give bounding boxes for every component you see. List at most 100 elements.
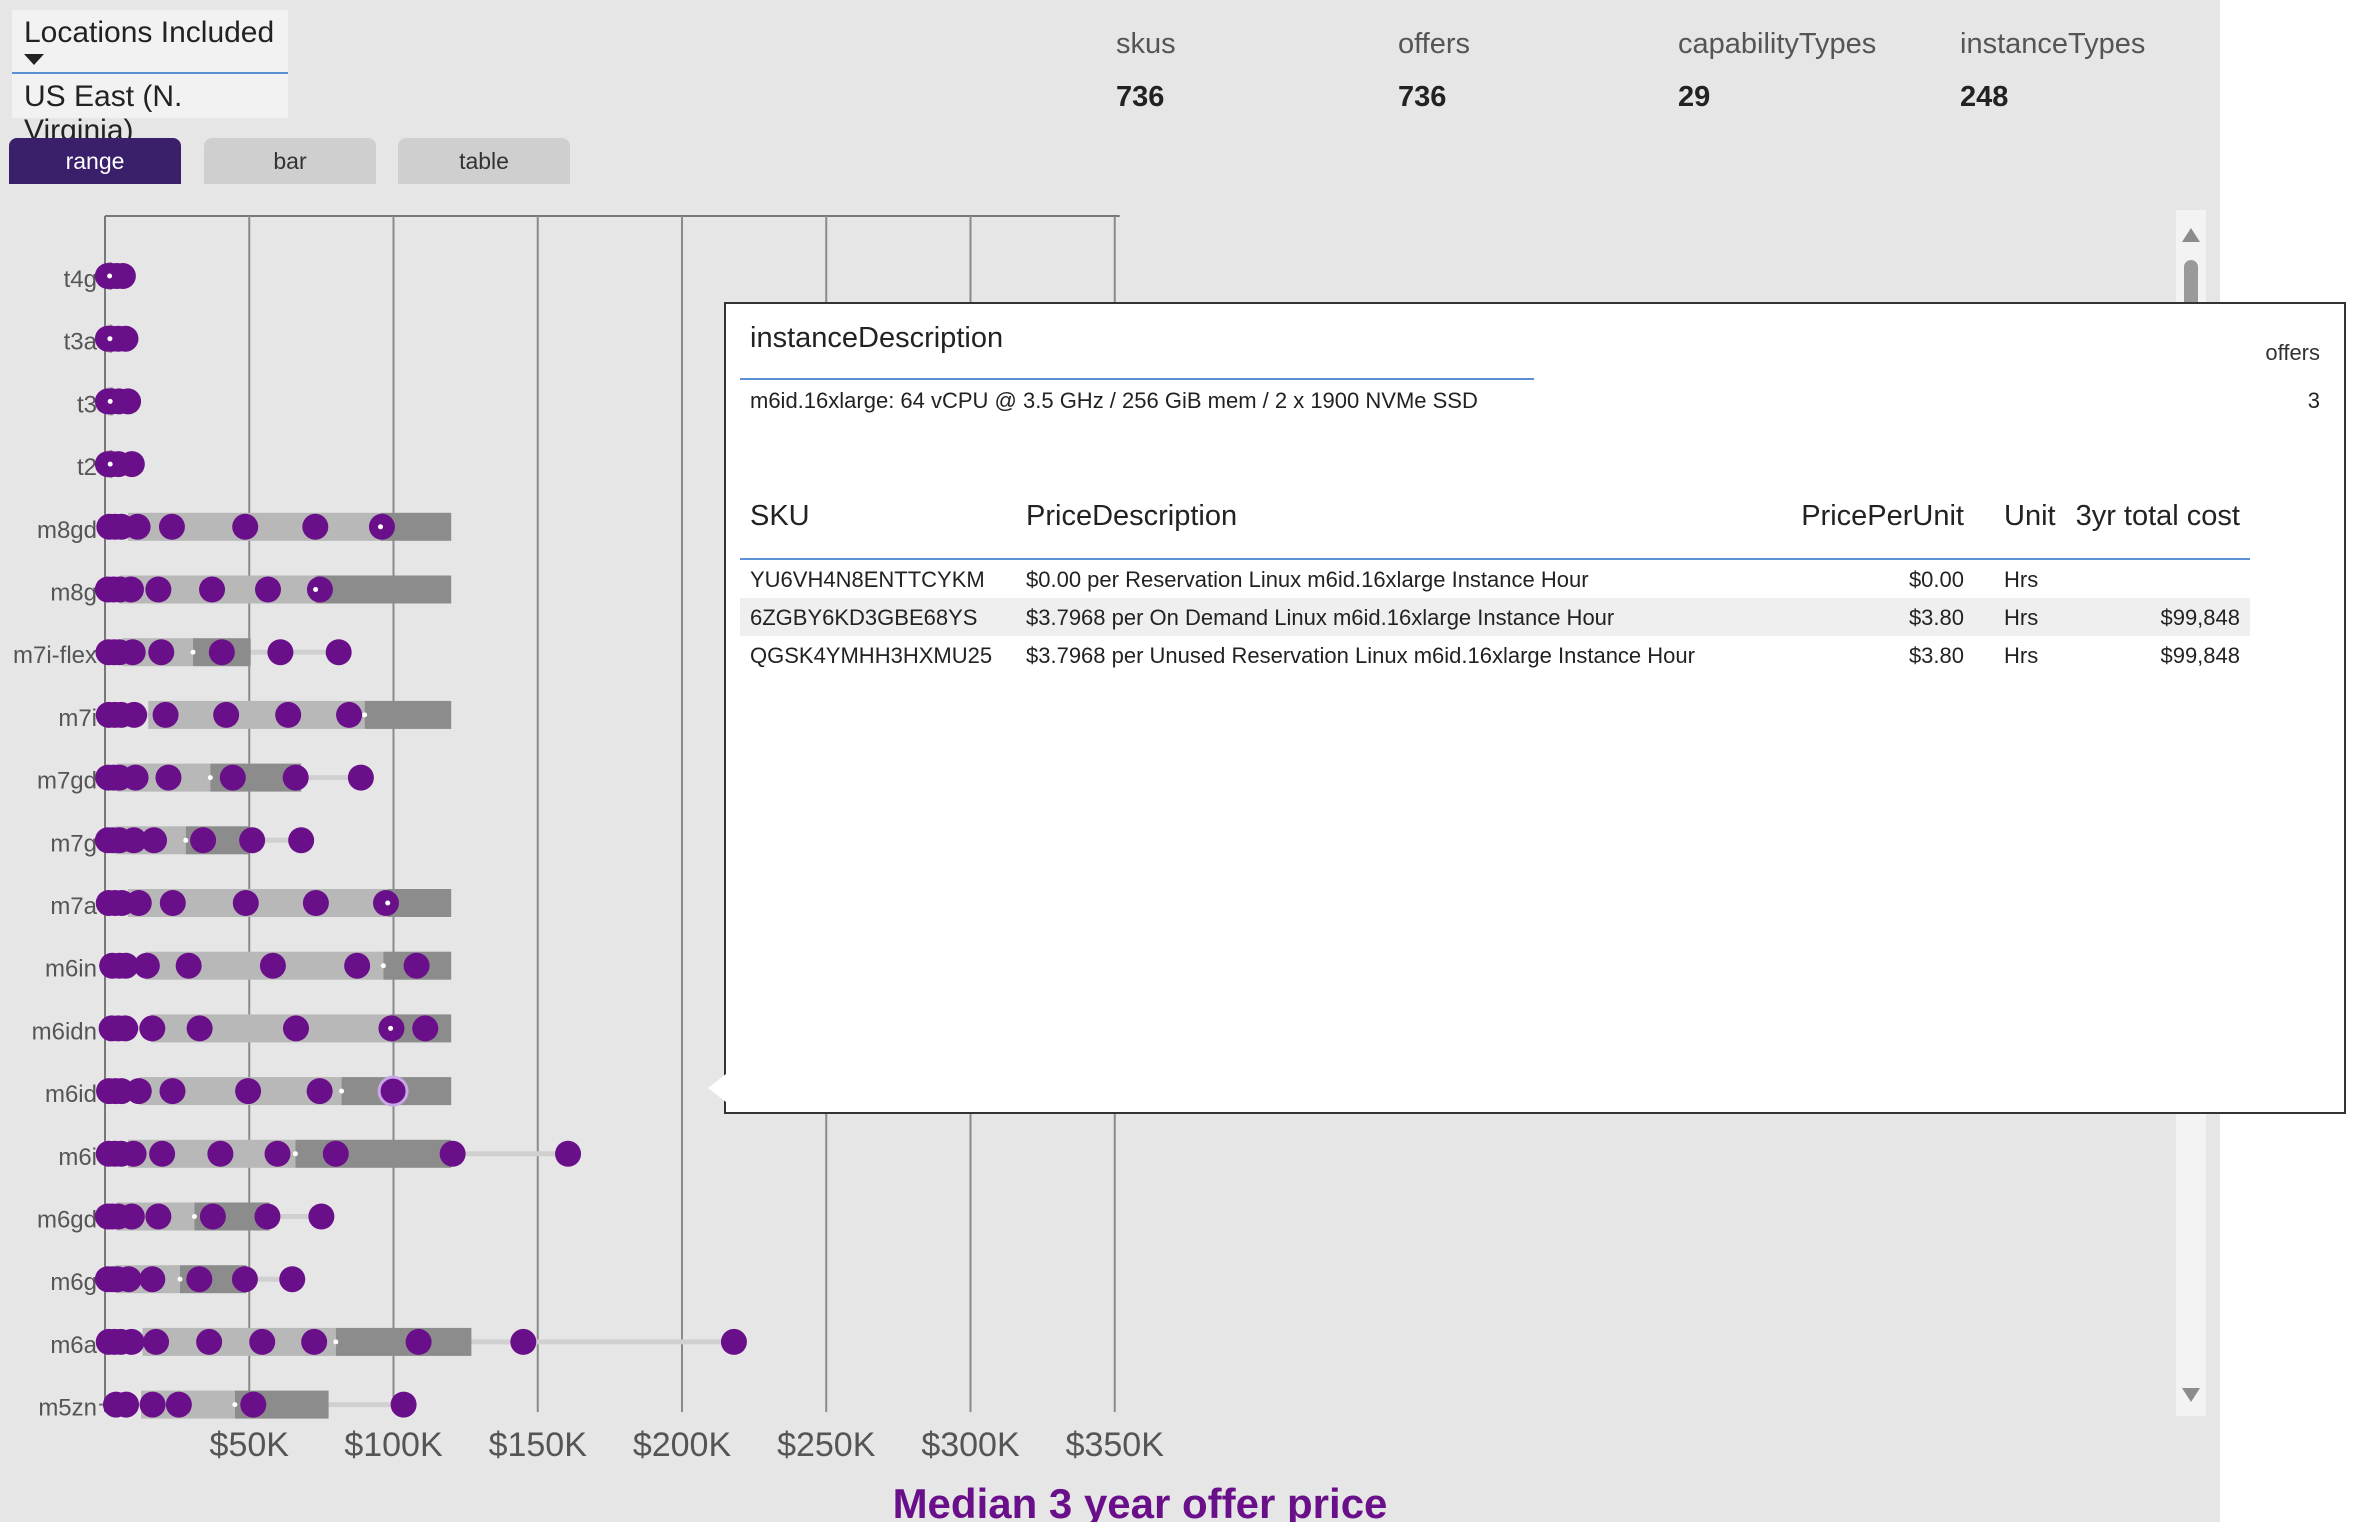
offer-point[interactable]	[149, 1140, 176, 1167]
column-header-price-description[interactable]: PriceDescription	[1026, 500, 1238, 532]
offer-point[interactable]	[118, 1203, 145, 1230]
offer-point[interactable]	[240, 1391, 267, 1418]
scroll-down-icon[interactable]	[2182, 1388, 2200, 1402]
offer-point[interactable]	[119, 639, 146, 666]
median-dot	[107, 273, 113, 279]
offer-point[interactable]	[403, 952, 430, 979]
offer-point[interactable]	[121, 701, 148, 728]
offer-point[interactable]	[207, 1140, 234, 1167]
offer-point[interactable]	[158, 513, 185, 540]
offer-point[interactable]	[720, 1328, 747, 1355]
offer-point[interactable]	[159, 890, 186, 916]
offer-point[interactable]	[139, 1266, 166, 1293]
offer-point[interactable]	[344, 952, 371, 979]
offer-point[interactable]	[199, 1203, 226, 1230]
offer-point[interactable]	[405, 1328, 432, 1355]
offer-point[interactable]	[113, 1391, 140, 1418]
offer-point[interactable]	[124, 513, 151, 540]
tab-bar[interactable]: bar	[204, 138, 376, 184]
offer-point[interactable]	[302, 513, 329, 540]
tab-table[interactable]: table	[398, 138, 570, 184]
offer-point[interactable]	[133, 952, 160, 979]
offer-point[interactable]	[279, 1266, 306, 1293]
offer-point[interactable]	[249, 1328, 276, 1355]
offer-point[interactable]	[112, 325, 139, 352]
offer-point[interactable]	[231, 1266, 258, 1293]
caret-down-icon[interactable]	[24, 54, 44, 65]
stat-skus: skus 736	[1116, 28, 1176, 114]
offer-point[interactable]	[439, 1140, 466, 1167]
offer-point[interactable]	[255, 576, 282, 603]
offer-point[interactable]	[143, 1328, 170, 1355]
offer-point[interactable]	[139, 1015, 166, 1042]
tooltip-pointer	[708, 1074, 726, 1102]
offer-point[interactable]	[306, 1078, 333, 1105]
offer-point[interactable]	[232, 890, 259, 916]
offer-point[interactable]	[347, 764, 374, 791]
offer-point[interactable]	[125, 890, 152, 916]
offer-point[interactable]	[120, 1140, 147, 1167]
offer-point[interactable]	[239, 827, 266, 854]
offer-point[interactable]	[282, 1015, 309, 1042]
offer-point[interactable]	[254, 1203, 281, 1230]
offer-point[interactable]	[412, 1015, 439, 1042]
hovered-point-ring[interactable]	[377, 1075, 409, 1107]
scroll-up-icon[interactable]	[2182, 228, 2200, 242]
offer-point[interactable]	[325, 639, 352, 666]
offer-point[interactable]	[282, 764, 309, 791]
offer-point[interactable]	[308, 1203, 335, 1230]
offer-point[interactable]	[196, 1328, 223, 1355]
offer-point[interactable]	[145, 1203, 172, 1230]
offer-point[interactable]	[306, 576, 333, 603]
column-header-price-per-unit[interactable]: PricePerUnit	[1801, 500, 1964, 532]
offer-point[interactable]	[235, 1078, 262, 1105]
offer-point[interactable]	[199, 576, 226, 603]
offer-point[interactable]	[115, 388, 142, 415]
offer-point[interactable]	[267, 639, 294, 666]
offer-point[interactable]	[118, 1328, 145, 1355]
offer-point[interactable]	[118, 451, 145, 478]
offer-point[interactable]	[232, 513, 259, 540]
offer-point[interactable]	[186, 1266, 213, 1293]
offer-point[interactable]	[219, 764, 246, 791]
locations-filter[interactable]: Locations Included US East (N. Virginia)	[12, 10, 288, 147]
offer-point[interactable]	[112, 1015, 139, 1042]
offer-point[interactable]	[264, 1140, 291, 1167]
column-header-total-cost[interactable]: 3yr total cost	[2075, 500, 2240, 532]
offer-point[interactable]	[208, 639, 235, 666]
range-upper-box	[295, 1139, 452, 1168]
offer-point[interactable]	[141, 827, 168, 854]
offer-point[interactable]	[288, 827, 315, 854]
offer-point[interactable]	[259, 952, 286, 979]
offer-point[interactable]	[190, 827, 217, 854]
column-header-sku[interactable]: SKU	[750, 500, 810, 532]
offer-point[interactable]	[115, 1266, 142, 1293]
offer-point[interactable]	[510, 1328, 537, 1355]
offer-point[interactable]	[380, 1078, 407, 1105]
tab-range[interactable]: range	[9, 138, 181, 184]
offer-point[interactable]	[165, 1391, 192, 1418]
offer-point[interactable]	[148, 639, 175, 666]
offer-point[interactable]	[213, 701, 240, 728]
offer-point[interactable]	[555, 1140, 582, 1167]
offer-point[interactable]	[112, 952, 139, 979]
offer-point[interactable]	[125, 1078, 152, 1105]
offer-point[interactable]	[322, 1140, 349, 1167]
offer-point[interactable]	[175, 952, 202, 979]
offer-point[interactable]	[302, 890, 329, 916]
offer-point[interactable]	[390, 1391, 417, 1418]
offer-point[interactable]	[139, 1391, 166, 1418]
offer-point[interactable]	[109, 263, 136, 289]
offer-point[interactable]	[120, 827, 147, 854]
column-header-unit[interactable]: Unit	[2004, 500, 2056, 532]
offer-point[interactable]	[155, 764, 182, 791]
offer-point[interactable]	[145, 576, 172, 603]
offer-point[interactable]	[159, 1078, 186, 1105]
offer-point[interactable]	[301, 1328, 328, 1355]
offer-point[interactable]	[152, 701, 179, 728]
offer-point[interactable]	[336, 701, 363, 728]
offer-point[interactable]	[186, 1015, 213, 1042]
offer-point[interactable]	[122, 764, 149, 791]
offer-point[interactable]	[275, 701, 302, 728]
offer-point[interactable]	[117, 576, 144, 603]
